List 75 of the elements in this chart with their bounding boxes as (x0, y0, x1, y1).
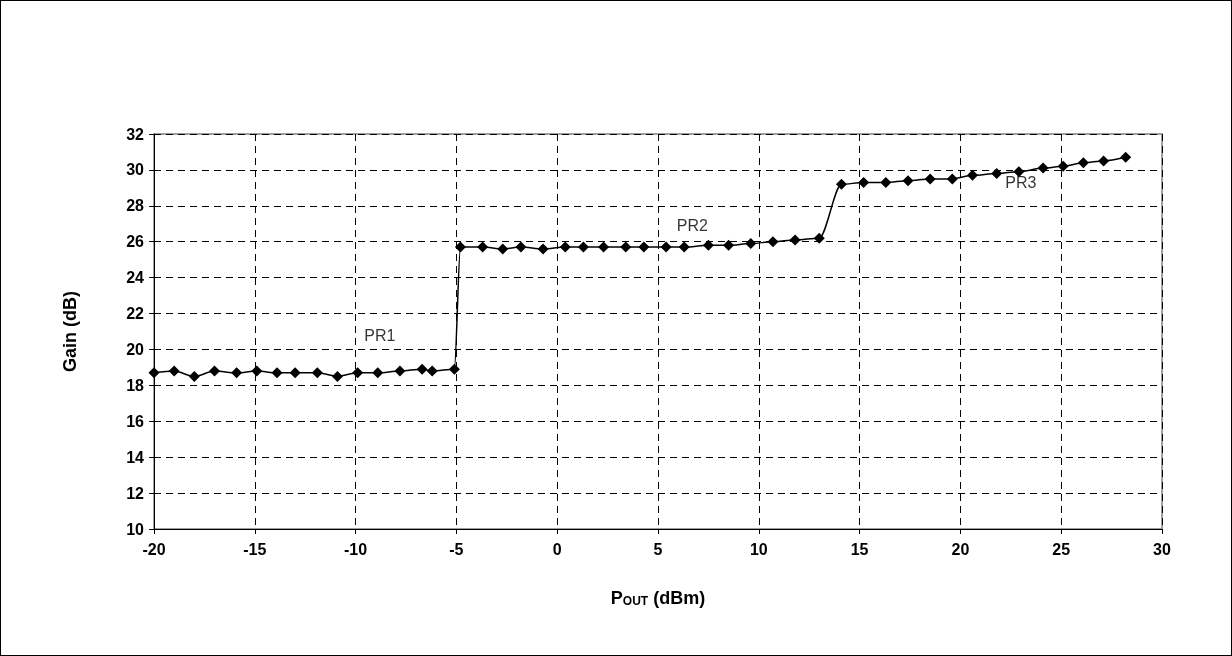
point (702, 239, 714, 251)
point (902, 175, 914, 187)
point (946, 173, 958, 185)
point (311, 367, 323, 379)
x-tick-label: -20 (142, 540, 166, 558)
point (372, 367, 384, 379)
y-tick-label: 30 (126, 161, 145, 179)
point (835, 178, 847, 190)
y-tick-label: 24 (126, 269, 145, 287)
point (598, 241, 610, 253)
x-tick-label: 20 (951, 540, 970, 558)
point (251, 365, 263, 377)
point (289, 367, 301, 379)
point (208, 365, 220, 377)
point (1098, 155, 1110, 167)
x-tick-label: 30 (1153, 540, 1171, 558)
x-tick-label: -10 (344, 540, 368, 558)
point (352, 367, 364, 379)
y-tick-label: 16 (126, 412, 145, 430)
point (924, 173, 936, 185)
y-tick-label: 10 (126, 520, 145, 538)
point (991, 168, 1003, 179)
x-tick-label: 15 (850, 540, 869, 558)
y-tick-label: 22 (126, 305, 145, 323)
point (394, 365, 406, 377)
y-tick-label: 18 (126, 376, 145, 394)
y-tick-label: 28 (126, 197, 145, 215)
x-axis-title: POUT (dBm) (610, 588, 706, 608)
point (1057, 160, 1069, 172)
point (967, 169, 978, 181)
point (188, 370, 200, 382)
y-tick-label: 26 (126, 233, 145, 251)
x-tick-label: -5 (449, 540, 464, 558)
point (660, 241, 672, 253)
point (454, 241, 466, 253)
point (426, 365, 438, 377)
point (678, 241, 690, 253)
point (858, 176, 870, 188)
annotation: PR2 (676, 217, 708, 235)
point (331, 370, 343, 382)
x-tick-label: 25 (1052, 540, 1071, 558)
x-tick-label: -15 (243, 540, 267, 558)
point (1037, 162, 1049, 174)
x-tick-label: 10 (749, 540, 768, 558)
y-tick-label: 12 (126, 484, 145, 502)
annotation: PR1 (364, 326, 396, 344)
y-tick-label: 32 (126, 125, 145, 143)
point (515, 241, 527, 253)
point (559, 241, 571, 253)
point (620, 241, 632, 253)
y-axis-title: Gain (dB) (60, 291, 80, 372)
point (789, 234, 801, 246)
point (767, 236, 779, 248)
x-tick-label: 0 (552, 540, 562, 558)
point (745, 238, 757, 250)
point (1120, 151, 1132, 163)
point (813, 232, 825, 244)
point (148, 367, 160, 379)
point (537, 243, 549, 255)
point (1077, 157, 1089, 169)
point (477, 241, 489, 253)
point (638, 241, 650, 253)
point (271, 367, 283, 379)
point (168, 365, 180, 377)
point (448, 363, 460, 375)
point (231, 367, 243, 379)
point (880, 176, 892, 188)
x-tick-label: 5 (653, 540, 663, 558)
point (416, 363, 428, 375)
point (497, 243, 509, 255)
point (577, 241, 589, 253)
y-tick-label: 14 (126, 448, 145, 466)
point (723, 239, 735, 251)
y-tick-label: 20 (126, 340, 145, 358)
annotation: PR3 (1005, 173, 1037, 191)
